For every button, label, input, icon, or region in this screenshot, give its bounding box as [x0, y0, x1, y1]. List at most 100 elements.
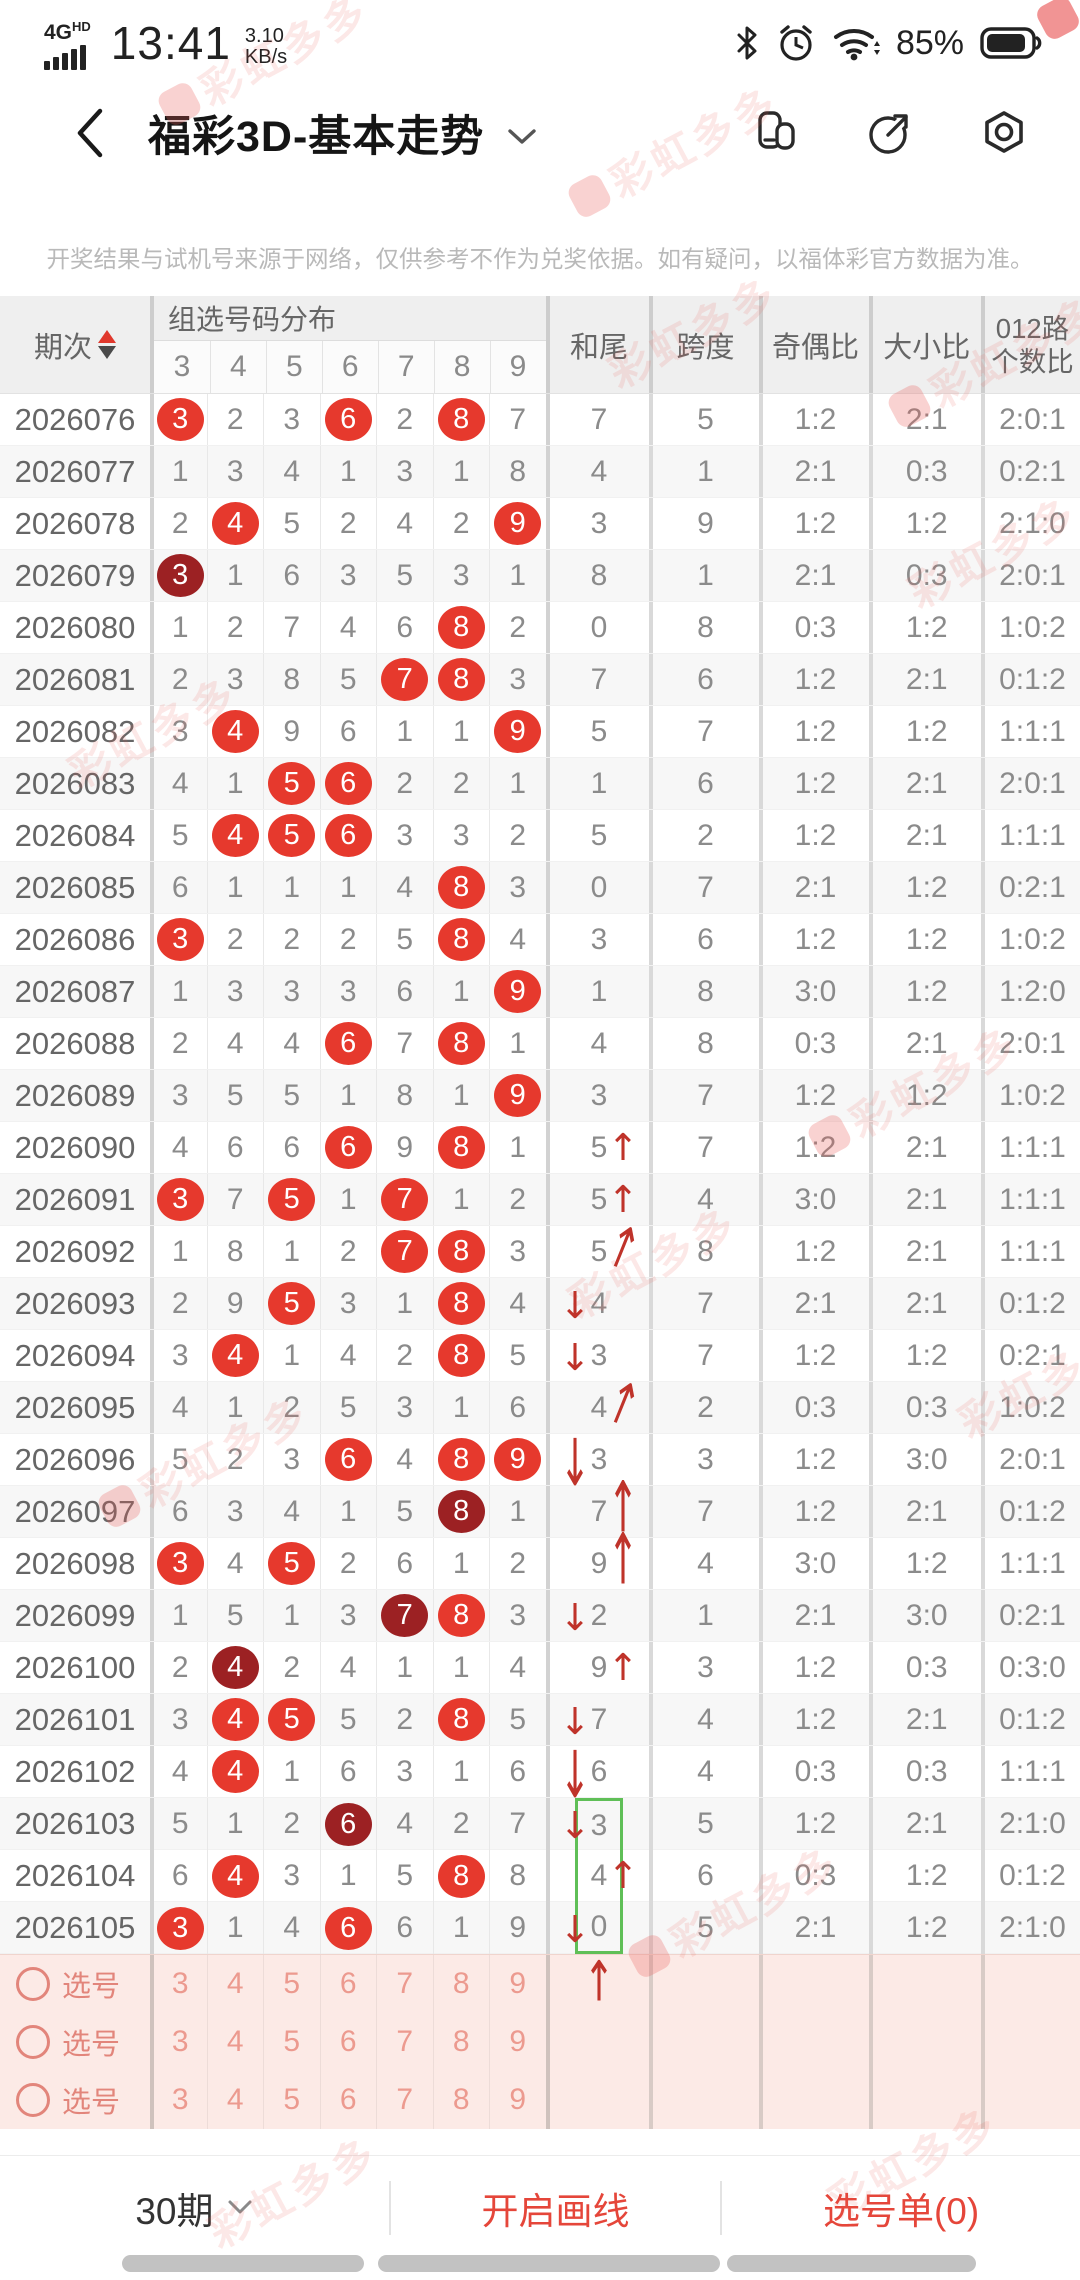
selectable-digit[interactable]: 7	[376, 2071, 433, 2129]
digit-count-cell: 1	[150, 446, 207, 497]
drawn-number-circle: 6	[324, 398, 372, 441]
period-cell: 2026094	[14, 1337, 136, 1373]
span-cell: 6	[648, 654, 759, 705]
bluetooth-icon	[734, 24, 760, 62]
alarm-clock-icon	[776, 23, 816, 63]
digit-count-cell: 8	[432, 394, 490, 445]
selectable-digit[interactable]: 6	[319, 2071, 377, 2129]
period-cell: 2026099	[14, 1597, 136, 1633]
drawn-number-circle: 8	[437, 1230, 485, 1273]
selectable-digit[interactable]: 8	[432, 2071, 490, 2129]
digit-count-cell: 5	[489, 1330, 546, 1381]
digit-count-cell: 2	[376, 758, 433, 809]
digit-count-cell: 6	[319, 1798, 377, 1850]
sum-tail-cell: 8	[545, 550, 649, 601]
span-cell: 7	[648, 862, 759, 913]
digit-count-cell: 1	[432, 1642, 490, 1693]
selectable-digit[interactable]: 6	[319, 2013, 377, 2071]
digit-count-cell: 6	[319, 758, 377, 809]
selection-label: 选号	[62, 2087, 121, 2119]
digit-count-cell: 3	[432, 810, 490, 861]
drawn-number-circle: 4	[211, 502, 259, 545]
drawn-number-circle: 9	[494, 1438, 542, 1481]
bottom-bar-handle[interactable]	[378, 2255, 720, 2272]
drawn-number-circle: 5	[268, 1698, 316, 1741]
digit-count-cell: 1	[432, 1746, 490, 1797]
digit-count-cell: 6	[150, 1850, 207, 1902]
selectable-digit[interactable]: 3	[150, 1955, 207, 2013]
selection-radio[interactable]	[16, 2025, 50, 2059]
settings-icon[interactable]	[980, 109, 1028, 157]
digit-count-cell: 8	[432, 1434, 490, 1485]
digit-count-cell: 2	[489, 602, 546, 653]
trend-arrow-icon: ↑	[607, 1645, 639, 1689]
digit-count-cell: 7	[263, 602, 320, 653]
period-cell: 2026092	[14, 1233, 136, 1269]
selection-radio[interactable]	[16, 1967, 50, 2001]
back-icon[interactable]	[72, 105, 106, 161]
sum-tail-cell: 1	[545, 966, 649, 1017]
switch-view-icon[interactable]	[752, 109, 800, 157]
bottom-bar-handle[interactable]	[727, 2255, 976, 2272]
selection-sum-tail-cell	[545, 2071, 649, 2129]
span-cell: 7	[648, 1330, 759, 1381]
digit-count-cell: 4	[206, 1330, 264, 1381]
drawn-number-circle: 7	[381, 1594, 429, 1637]
digit-count-cell: 2	[206, 914, 264, 965]
drawn-number-circle: 4	[211, 1646, 259, 1689]
selectable-digit[interactable]: 5	[263, 1955, 320, 2013]
selectable-digit[interactable]: 9	[489, 1955, 546, 2013]
drawn-number-circle: 8	[437, 866, 485, 909]
periods-selector[interactable]: 30期	[0, 2181, 389, 2235]
digit-count-cell: 2	[489, 1174, 546, 1225]
digit-count-cell: 7	[376, 1018, 433, 1069]
sum-tail-cell: ↓ 0	[545, 1902, 649, 1954]
draw-line-button[interactable]: 开启画线	[481, 2190, 630, 2232]
drawn-number-circle: 3	[156, 1906, 204, 1950]
span-cell: 4	[648, 1746, 759, 1797]
selectable-digit[interactable]: 8	[432, 2013, 490, 2071]
selectable-digit[interactable]: 5	[263, 2013, 320, 2071]
selectable-digit[interactable]: 5	[263, 2071, 320, 2129]
selectable-digit[interactable]: 4	[206, 2013, 264, 2071]
odd-even-cell: 1:2	[758, 758, 869, 809]
route-012-cell: 1:2:0	[981, 966, 1080, 1017]
digit-count-cell: 4	[489, 914, 546, 965]
digit-count-cell: 1	[150, 1226, 207, 1277]
selectable-digit[interactable]: 4	[206, 2071, 264, 2129]
period-cell: 2026101	[14, 1701, 136, 1737]
selectable-digit[interactable]: 6	[319, 1955, 377, 2013]
digit-count-cell: 4	[263, 1486, 320, 1537]
selectable-digit[interactable]: 3	[150, 2013, 207, 2071]
table-row: 2026103 5 1 2 6 4 2 7 ↓ 3 5 1:2 2:1 2:1:0	[0, 1798, 1080, 1850]
span-cell: 1	[648, 446, 759, 497]
disclaimer-text: 开奖结果与试机号来源于网络，仅供参考不作为兑奖依据。如有疑问，以福体彩官方数据为…	[46, 246, 1034, 272]
share-external-icon[interactable]	[866, 109, 914, 157]
selection-radio[interactable]	[16, 2083, 50, 2117]
period-header[interactable]: 期次	[0, 296, 150, 393]
picks-list-button[interactable]: 选号单(0)	[822, 2190, 980, 2232]
sort-icon[interactable]	[98, 330, 116, 359]
selectable-digit[interactable]: 9	[489, 2013, 546, 2071]
digit-count-cell: 1	[206, 862, 264, 913]
selectable-digit[interactable]: 9	[489, 2071, 546, 2129]
title-dropdown-icon[interactable]	[506, 127, 538, 147]
route-012-cell: 1:1:1	[981, 1746, 1080, 1797]
selectable-digit[interactable]: 4	[206, 1955, 264, 2013]
selectable-digit[interactable]: 7	[376, 2013, 433, 2071]
selectable-digit[interactable]: 3	[150, 2071, 207, 2129]
drawn-number-circle: 4	[211, 710, 259, 753]
period-cell: 2026103	[14, 1806, 136, 1841]
digit-count-cell: 1	[206, 1902, 264, 1954]
selectable-digit[interactable]: 7	[376, 1955, 433, 2013]
digit-count-cell: 4	[376, 862, 433, 913]
digit-count-cell: 8	[432, 1330, 490, 1381]
big-small-cell: 2:1	[868, 394, 982, 445]
span-cell: 5	[648, 1798, 759, 1850]
selectable-digit[interactable]: 8	[432, 1955, 490, 2013]
table-row: 2026100 2 4 2 4 1 1 4 ↑ 9 3 1:2 0:3 0:3:0	[0, 1642, 1080, 1694]
span-cell: 3	[648, 1642, 759, 1693]
bottom-bar-handle[interactable]	[122, 2255, 364, 2272]
digit-count-cell: 5	[376, 1850, 433, 1902]
digit-count-cell: 1	[432, 1070, 490, 1121]
